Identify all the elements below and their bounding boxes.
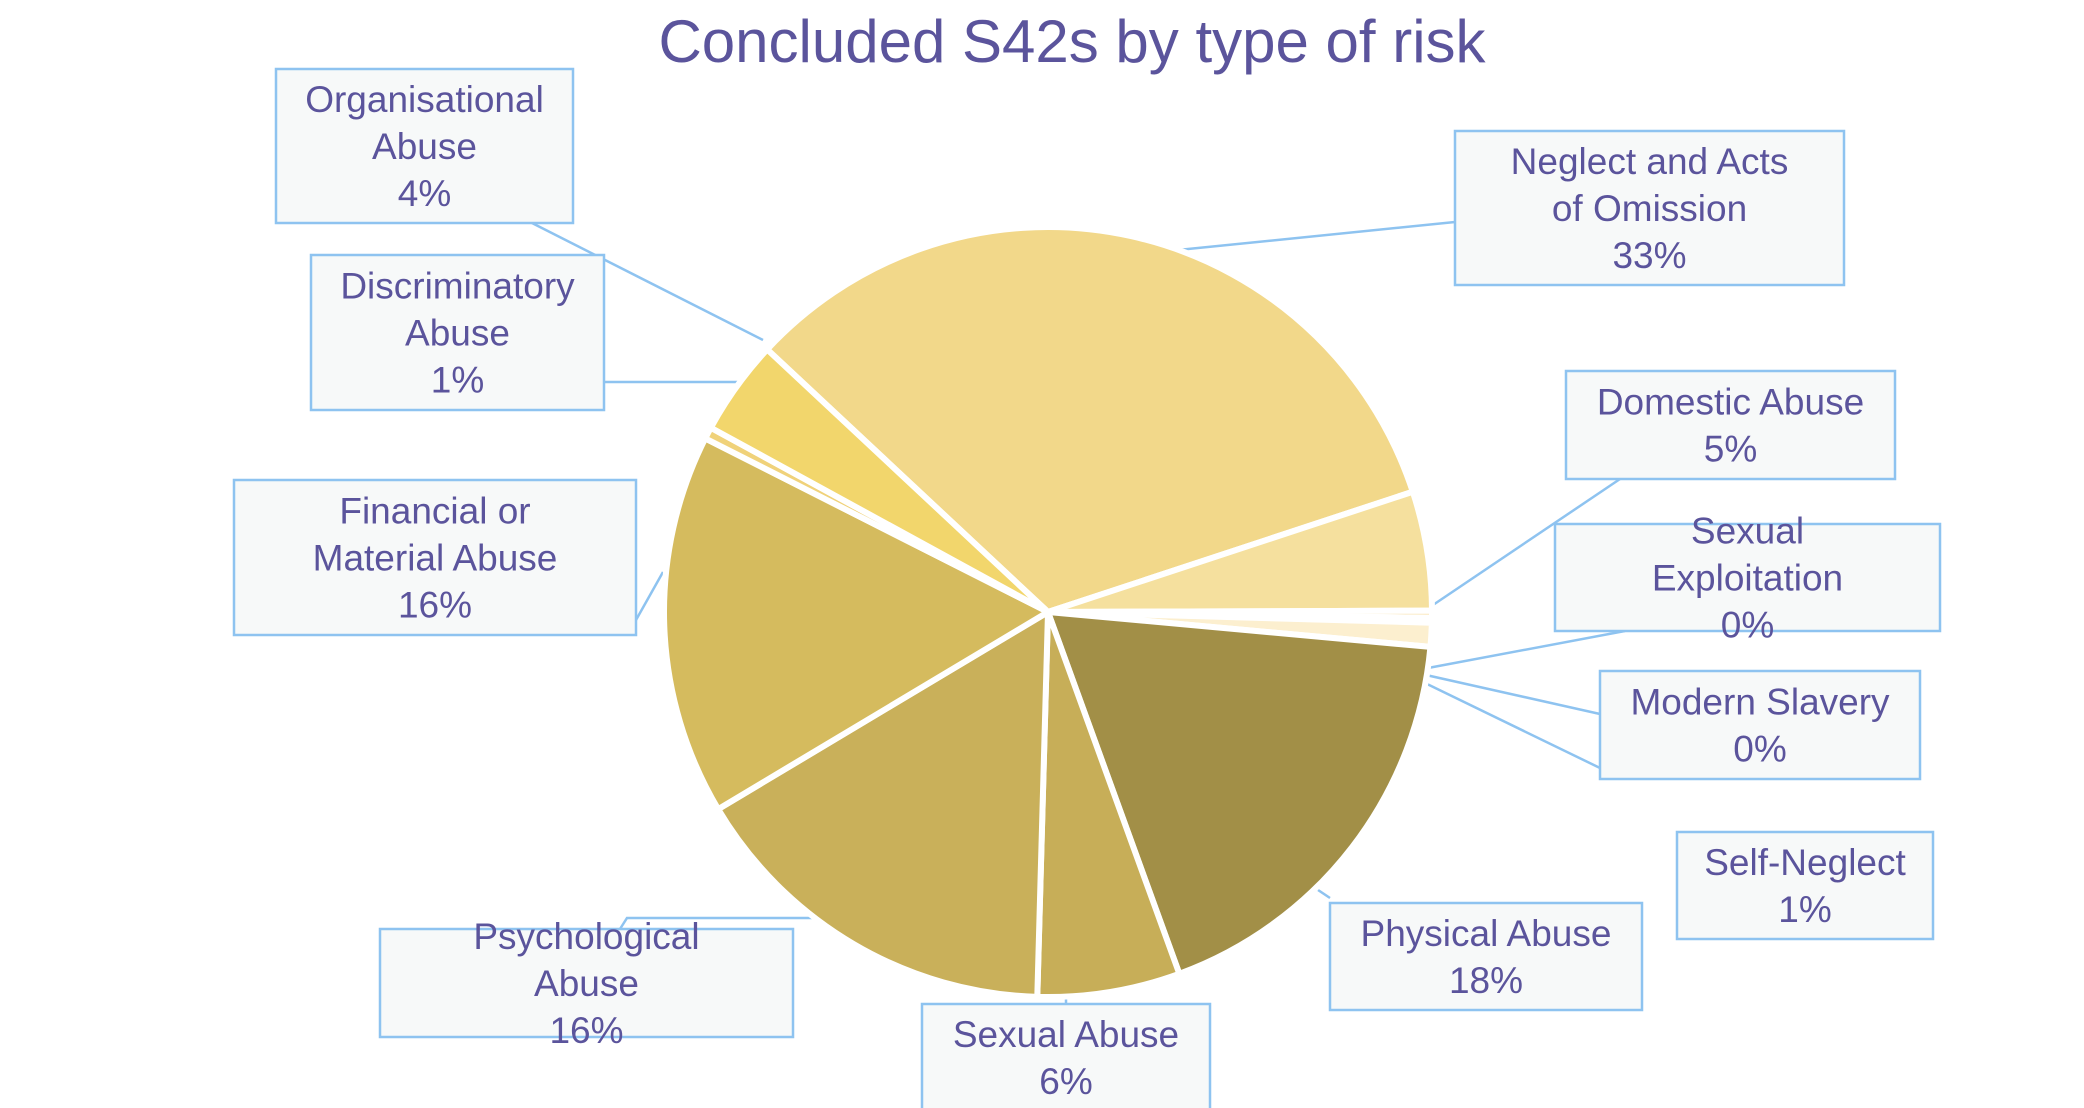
leader-line <box>1177 220 1456 252</box>
data-label-category: Sexual <box>1691 511 1804 552</box>
data-label: Neglect and Acts of Omission 33% <box>1453 129 1846 287</box>
leader-line <box>1424 681 1601 770</box>
data-label-text: Financial or Material Abuse 16% <box>313 491 558 626</box>
pie-slice-financial-or-material-abuse <box>661 435 1051 813</box>
data-label-box <box>274 67 575 225</box>
data-label-text: Discriminatory Abuse 1% <box>340 266 575 401</box>
data-label-box <box>232 478 638 637</box>
data-label-value: 0% <box>1721 605 1774 646</box>
pie-slices <box>661 224 1436 1000</box>
data-label-category: Abuse <box>405 313 510 354</box>
data-label-category: Psychological <box>473 916 699 957</box>
data-label-category: Physical Abuse <box>1361 913 1612 954</box>
data-label-box <box>1453 129 1846 287</box>
data-label: Self-Neglect 1% <box>1675 830 1935 941</box>
data-label: Financial or Material Abuse 16% <box>232 478 638 637</box>
data-label-box <box>378 927 795 1039</box>
leader-line <box>1427 629 1626 670</box>
data-label: Sexual Abuse 6% <box>920 1002 1212 1108</box>
data-label-category: Modern Slavery <box>1630 682 1890 723</box>
data-label: Domestic Abuse 5% <box>1564 369 1897 481</box>
data-label-text: Self-Neglect 1% <box>1704 842 1906 930</box>
pie-slice-psychological-abuse <box>715 609 1051 1000</box>
data-labels: Neglect and Acts of Omission 33% Domestic A… <box>232 67 1942 1108</box>
data-label-category: Organisational <box>305 79 544 120</box>
data-label-value: 16% <box>549 1010 623 1051</box>
data-label-box <box>1598 669 1922 781</box>
data-label-text: Psychological Abuse 16% <box>473 916 699 1051</box>
data-label-value: 0% <box>1733 729 1786 770</box>
data-label-text: Modern Slavery 0% <box>1630 682 1890 770</box>
data-label-category: of Omission <box>1552 188 1747 229</box>
data-label-category: Discriminatory <box>340 266 575 307</box>
data-label-category: Material Abuse <box>313 538 558 579</box>
pie-slice-organisational-abuse <box>707 346 1051 615</box>
pie-slice-neglect-and-acts-of-omission <box>764 224 1416 615</box>
leader-line <box>618 916 812 930</box>
data-label-category: Abuse <box>372 126 477 167</box>
leader-line <box>1429 477 1621 609</box>
data-label-category: Exploitation <box>1652 558 1843 599</box>
data-label-box <box>1675 830 1935 941</box>
pie-slice-physical-abuse <box>1045 609 1434 977</box>
data-label-value: 33% <box>1612 235 1686 276</box>
data-label-value: 18% <box>1449 960 1523 1001</box>
data-label: Sexual Exploitation 0% <box>1553 511 1942 646</box>
data-label-value: 6% <box>1039 1061 1092 1102</box>
leader-line <box>1425 673 1601 716</box>
chart-title: Concluded S42s by type of risk <box>658 8 1486 75</box>
data-label-box <box>1328 901 1644 1012</box>
data-label-text: Domestic Abuse 5% <box>1597 382 1864 470</box>
leader-line <box>634 571 665 621</box>
data-label-text: Sexual Exploitation 0% <box>1652 511 1843 646</box>
data-label-text: Physical Abuse 18% <box>1361 913 1612 1001</box>
data-label-category: Sexual Abuse <box>953 1014 1179 1055</box>
data-label-category: Abuse <box>534 963 639 1004</box>
data-label-text: Neglect and Acts of Omission 33% <box>1511 141 1789 276</box>
data-label-text: Sexual Abuse 6% <box>953 1014 1179 1102</box>
data-label: Psychological Abuse 16% <box>378 916 795 1051</box>
data-label-value: 16% <box>398 585 472 626</box>
leader-line <box>531 221 764 342</box>
data-label-box <box>920 1002 1212 1108</box>
leader-lines <box>531 220 1626 1004</box>
data-label-category: Domestic Abuse <box>1597 382 1864 423</box>
data-label-box <box>1553 522 1942 633</box>
data-label-value: 5% <box>1704 429 1757 470</box>
data-label: Modern Slavery 0% <box>1598 669 1922 781</box>
leader-line <box>1317 888 1331 900</box>
data-label-value: 1% <box>431 360 484 401</box>
data-label: Discriminatory Abuse 1% <box>309 253 606 412</box>
data-label: Physical Abuse 18% <box>1328 901 1644 1012</box>
data-label-box <box>1564 369 1897 481</box>
data-label-value: 1% <box>1778 889 1831 930</box>
data-label-box <box>309 253 606 412</box>
data-label: Organisational Abuse 4% <box>274 67 575 225</box>
data-label-text: Organisational Abuse 4% <box>305 79 544 214</box>
data-label-category: Self-Neglect <box>1704 842 1906 883</box>
data-label-category: Financial or <box>339 491 530 532</box>
data-label-value: 4% <box>398 173 451 214</box>
data-label-category: Neglect and Acts <box>1511 141 1789 182</box>
